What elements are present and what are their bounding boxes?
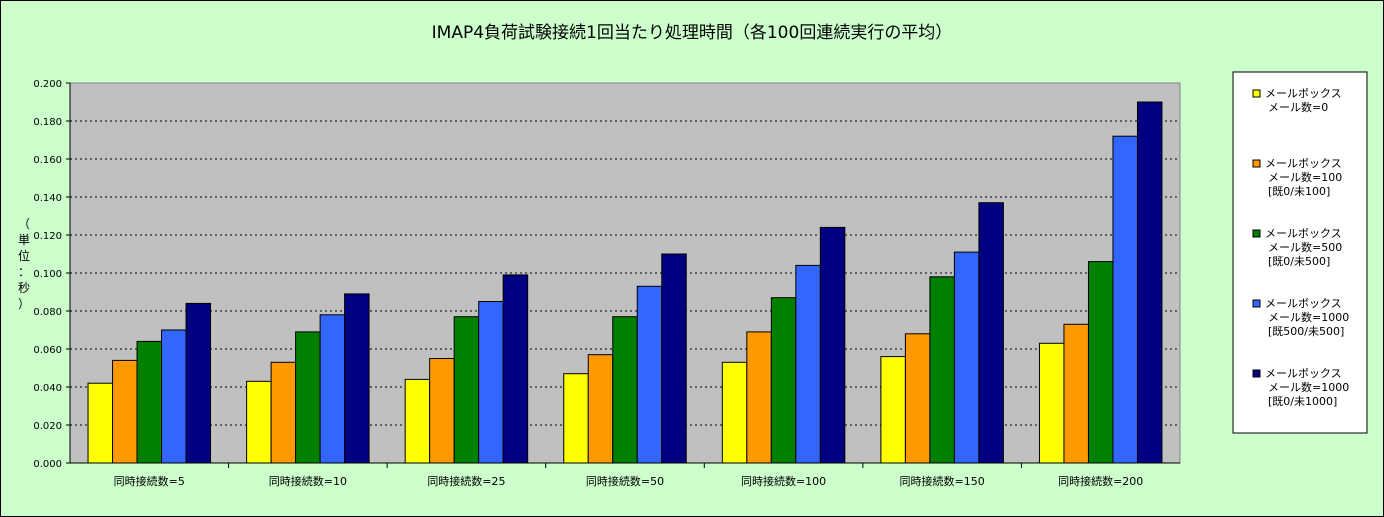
x-tick-label: 同時接続数=150 — [900, 474, 985, 488]
bar — [929, 276, 955, 464]
bar — [1063, 323, 1089, 464]
y-tick-label: 0.000 — [33, 459, 62, 470]
bar — [661, 253, 687, 464]
plot-area: 0.000 0.020 0.040 0.060 0.080 0.100 0.120 0.140… — [18, 79, 1181, 488]
bar — [563, 373, 589, 464]
bar — [185, 302, 212, 464]
chart-title: IMAP4負荷試験接続1回当たり処理時間（各100回連続実行の平均） — [432, 23, 953, 43]
bar — [978, 202, 1004, 464]
legend-label: メールボックスメール数=1000 [既0/未1000] — [1265, 367, 1349, 408]
bar — [87, 382, 114, 464]
bar — [587, 354, 614, 464]
legend-label: メールボックスメール数=100 [既0/未100] — [1265, 157, 1342, 198]
y-tick-label: 0.080 — [33, 307, 62, 318]
bar — [770, 297, 797, 464]
bar — [319, 314, 346, 464]
x-tick-label: 同時接続数=100 — [741, 474, 826, 488]
x-tick-label: 同時接続数=10 — [269, 474, 347, 488]
y-tick-label: 0.020 — [33, 421, 62, 432]
bar — [404, 378, 431, 464]
bar — [161, 329, 187, 464]
legend-label: メールボックスメール数=0 — [1265, 87, 1342, 114]
y-tick-label: 0.140 — [33, 193, 62, 204]
bar — [1136, 101, 1163, 464]
legend-swatch — [1252, 89, 1261, 98]
bar — [295, 331, 321, 464]
x-tick-label: 同時接続数=5 — [114, 474, 185, 488]
bar — [1112, 135, 1138, 464]
bar — [1087, 261, 1114, 464]
bar — [246, 380, 272, 464]
y-tick-label: 0.040 — [33, 383, 62, 394]
bar — [953, 251, 980, 464]
bar — [612, 316, 638, 464]
y-tick-label: 0.200 — [33, 79, 62, 90]
bar — [502, 274, 529, 464]
legend: メールボックスメール数=0 メールボックスメール数=100 [既0/未100] メール… — [1232, 71, 1368, 434]
legend-swatch — [1252, 369, 1261, 378]
x-tick-label: 同時接続数=25 — [427, 474, 505, 488]
bar — [636, 285, 663, 464]
bar — [904, 333, 931, 464]
legend-swatch — [1252, 159, 1261, 168]
bar — [453, 316, 480, 464]
x-tick-label: 同時接続数=200 — [1058, 474, 1143, 488]
y-tick-label: 0.160 — [33, 155, 62, 166]
legend-label: メールボックスメール数=1000 [既500/未500] — [1265, 297, 1349, 338]
bar — [112, 359, 138, 464]
y-tick-label: 0.100 — [33, 269, 62, 280]
x-tick-label: 同時接続数=50 — [586, 474, 664, 488]
bar — [270, 361, 297, 464]
y-tick-label: 0.060 — [33, 345, 62, 356]
bar — [136, 340, 163, 464]
bar — [1038, 342, 1065, 464]
bar — [478, 301, 504, 464]
legend-swatch — [1252, 229, 1261, 238]
y-tick-label: 0.120 — [33, 231, 62, 242]
bar — [746, 331, 772, 464]
bar — [819, 226, 846, 464]
bar — [429, 358, 455, 464]
legend-label: メールボックスメール数=500 [既0/未500] — [1265, 227, 1342, 268]
bar — [795, 264, 821, 464]
legend-swatch — [1252, 299, 1261, 308]
bar — [880, 356, 906, 464]
bar — [344, 293, 370, 464]
y-tick-label: 0.180 — [33, 117, 62, 128]
y-axis-label: （単位：秒） — [18, 217, 30, 311]
bar — [721, 361, 748, 464]
